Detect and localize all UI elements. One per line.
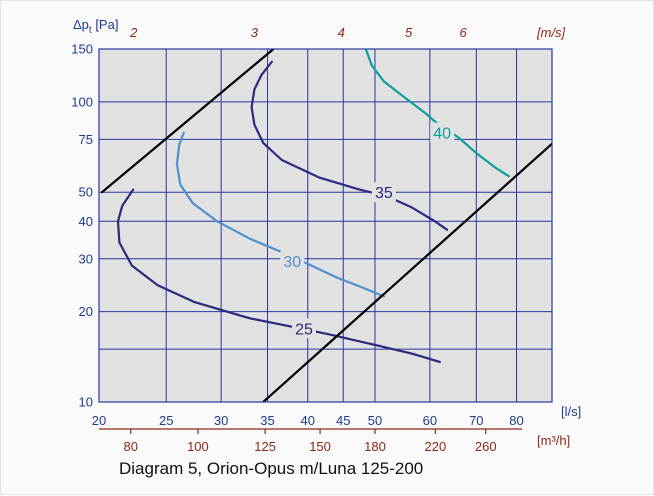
top-x-tick-3: 3 [251,25,259,40]
secondary-x-tick-125: 125 [254,439,276,454]
chart-caption: Diagram 5, Orion-Opus m/Luna 125-200 [119,459,424,478]
y-tick-100: 100 [71,94,93,109]
x-tick-30: 30 [214,413,228,428]
secondary-x-tick-260: 260 [475,439,497,454]
series-label-bg-40 [430,122,455,143]
series-label-40: 40 [433,126,451,143]
y-tick-75: 75 [79,132,93,147]
series-line-40 [364,49,510,178]
secondary-x-tick-180: 180 [364,439,386,454]
top-x-tick-2: 2 [129,25,138,40]
series-line-35 [250,60,449,231]
series-label-bg-35 [371,182,396,203]
x-tick-35: 35 [260,413,274,428]
series-label-25: 25 [295,321,313,338]
top-x-tick-6: 6 [459,25,467,40]
y-axis-label: Δpt [Pa] [73,17,118,36]
plot-border [98,48,553,403]
x-tick-25: 25 [159,413,173,428]
x-tick-50: 50 [368,413,382,428]
series-label-bg-30 [280,250,305,271]
series-label-35: 35 [375,185,393,202]
x-axis-unit: [l/s] [561,404,581,419]
secondary-x-tick-80: 80 [123,439,137,454]
top-x-tick-5: 5 [405,25,413,40]
y-tick-30: 30 [79,251,93,266]
secondary-x-tick-100: 100 [187,439,209,454]
y-tick-10: 10 [79,395,93,410]
series-label-bg-25 [291,318,316,339]
top-x-tick-4: 4 [338,25,345,40]
series-line-25 [116,188,441,363]
limit-line-5 [262,142,552,402]
x-tick-60: 60 [423,413,437,428]
limit-line-4 [100,49,275,194]
x-tick-45: 45 [336,413,350,428]
top-x-unit: [m/s] [536,25,566,40]
series-line-30 [175,131,385,298]
series-label-30: 30 [283,254,301,271]
x-tick-20: 20 [92,413,106,428]
secondary-x-unit: [m³/h] [537,433,570,448]
x-tick-40: 40 [301,413,315,428]
x-tick-70: 70 [469,413,483,428]
y-tick-20: 20 [79,304,93,319]
x-tick-80: 80 [509,413,523,428]
y-tick-50: 50 [79,185,93,200]
secondary-x-tick-150: 150 [309,439,331,454]
y-tick-40: 40 [79,214,93,229]
secondary-x-tick-220: 220 [425,439,447,454]
y-tick-150: 150 [71,42,93,57]
